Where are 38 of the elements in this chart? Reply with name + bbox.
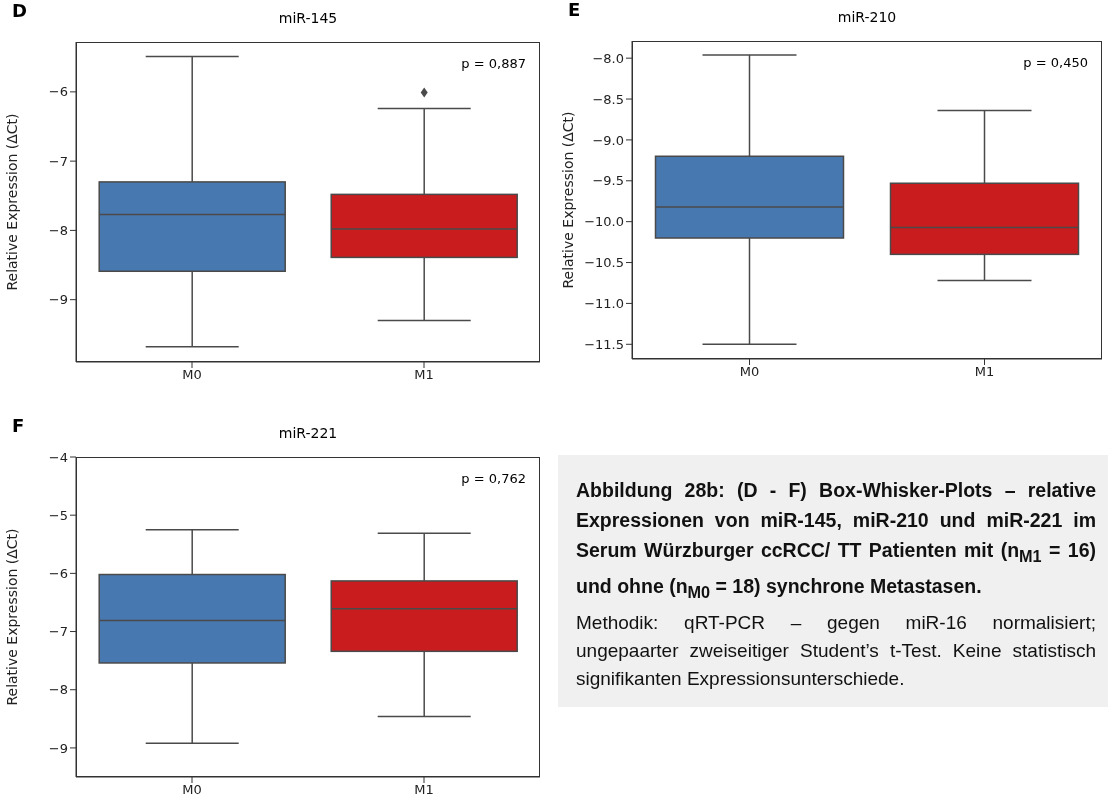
y-tick-label: −7	[48, 624, 68, 640]
y-tick-label: −5	[48, 507, 68, 523]
x-tick-label: M0	[739, 364, 760, 380]
y-tick-label: −7	[48, 153, 68, 169]
text: D	[12, 0, 27, 21]
annotation: p = 0,450	[1023, 55, 1088, 70]
y-axis-title: Relative Expression (ΔCt)	[559, 111, 576, 289]
y-tick-label: −10.0	[584, 214, 624, 230]
y-tick-label: −4	[48, 449, 68, 465]
y-tick-label: −8	[48, 682, 68, 698]
y-tick-label: −8	[48, 223, 68, 239]
text: F	[12, 415, 25, 436]
chart-title: miR-145	[277, 10, 339, 26]
x-tick-label: M1	[974, 364, 995, 380]
y-tick-label: −9.5	[592, 173, 624, 189]
chart-title: Abbildung 28b: (D - F) Box-Whisker-Plots – relative Expressionen von miR-145, miR-210 und miR-221 im Serum Würzburger ccRCC/ TT Patienten mit (n$_{M1}$ = 16) und ohne (n$_{M0}$ = 18) synchrone Metastasen.	[576, 479, 1096, 601]
x-tick-label: M1	[414, 367, 434, 383]
y-tick-label: −8.5	[592, 91, 624, 107]
text: Methodik: qRT-PCR – gegen miR-16 normalisiert; ungepaarter zweiseitiger Student’s t-Test. Keine statistisch signifikanten Expressionsunterschiede.	[576, 610, 1096, 691]
text: E	[568, 0, 581, 20]
y-tick-label: −6	[48, 565, 68, 581]
y-tick-label: −11.5	[584, 336, 624, 352]
x-tick-label: M0	[182, 782, 202, 798]
y-tick-label: −8.0	[592, 50, 624, 66]
y-tick-label: −10.5	[584, 255, 624, 271]
x-tick-label: M0	[182, 367, 202, 383]
x-tick-label: M1	[414, 782, 434, 798]
y-tick-label: −9	[48, 740, 68, 756]
y-tick-label: −6	[48, 84, 68, 100]
y-axis-title: Relative Expression (ΔCt)	[3, 528, 20, 706]
y-tick-label: −9	[48, 292, 68, 308]
chart-title: miR-210	[836, 9, 898, 25]
chart-title: miR-221	[277, 425, 339, 441]
annotation: p = 0,887	[461, 56, 526, 71]
annotation: p = 0,762	[461, 471, 526, 486]
y-tick-label: −9.0	[592, 132, 624, 148]
y-axis-title: Relative Expression (ΔCt)	[3, 113, 20, 291]
y-tick-label: −11.0	[584, 296, 624, 312]
